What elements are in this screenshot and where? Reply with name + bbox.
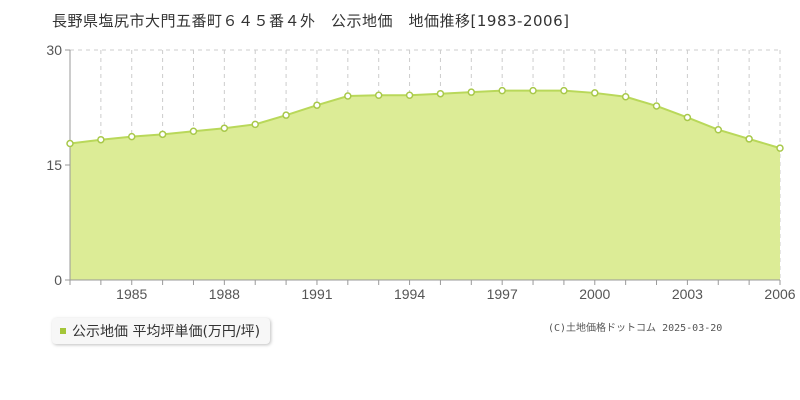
data-point (344, 92, 352, 100)
data-point (374, 91, 383, 99)
data-point (776, 144, 784, 152)
axes (65, 49, 781, 285)
y-tick-label: 30 (46, 42, 62, 58)
data-point (745, 135, 753, 143)
data-point (714, 125, 723, 134)
data-point (560, 86, 568, 95)
copyright-text: (C)土地価格ドットコム 2025-03-20 (548, 323, 723, 334)
data-point (66, 139, 74, 148)
data-markers (66, 86, 784, 152)
data-point (97, 135, 105, 144)
chart-title: 長野県塩尻市大門五番町６４５番４外 公示地価 地価推移[1983-2006] (52, 12, 570, 30)
data-point (436, 89, 445, 98)
x-tick-label: 2000 (579, 286, 610, 302)
data-point (405, 91, 414, 99)
x-tick-label: 2006 (764, 286, 795, 302)
data-point (158, 130, 167, 139)
data-point (498, 86, 506, 95)
legend-label: 公示地価 平均坪単価(万円/坪) (72, 324, 261, 340)
data-point (621, 93, 630, 101)
y-tick-label: 0 (54, 272, 62, 288)
data-point (652, 102, 661, 110)
data-point (683, 113, 692, 122)
x-tick-label: 1985 (116, 286, 147, 302)
data-point (189, 127, 198, 136)
data-point (220, 124, 229, 132)
data-point (529, 86, 537, 95)
series-line (69, 89, 781, 150)
data-point (282, 111, 290, 119)
legend-swatch (60, 328, 66, 334)
legend: 公示地価 平均坪単価(万円/坪) (52, 318, 271, 344)
data-point (313, 101, 321, 109)
data-point (127, 132, 136, 141)
x-tick-label: 1991 (301, 286, 332, 302)
x-tick-label: 2003 (672, 286, 703, 302)
area-fill (70, 90, 780, 280)
y-tick-label: 15 (46, 157, 62, 173)
x-tick-label: 1988 (209, 286, 240, 302)
y-tick-labels: 0 15 30 (46, 42, 62, 288)
x-tick-label: 1997 (487, 286, 518, 302)
data-point (467, 88, 476, 96)
data-point (591, 89, 599, 97)
data-point (251, 120, 259, 129)
x-tick-labels: 1985 1988 1991 1994 1997 2000 2003 2006 (116, 286, 796, 302)
x-tick-label: 1994 (394, 286, 425, 302)
